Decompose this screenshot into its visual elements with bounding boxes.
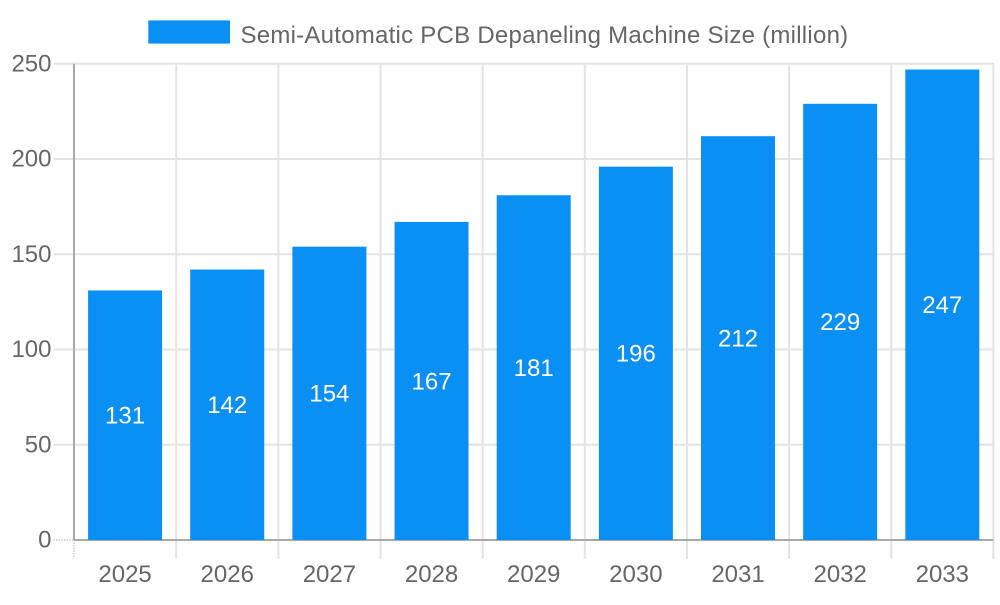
svg-text:167: 167 [412,368,452,395]
svg-text:212: 212 [718,325,758,352]
svg-text:229: 229 [820,309,860,336]
svg-text:Semi-Automatic PCB Depaneling: Semi-Automatic PCB Depaneling Machine Si… [241,22,849,49]
svg-text:250: 250 [11,50,51,77]
svg-text:247: 247 [922,292,962,319]
svg-text:154: 154 [309,381,349,408]
svg-text:100: 100 [11,336,51,363]
svg-text:2027: 2027 [303,561,356,588]
svg-text:200: 200 [11,146,51,173]
svg-text:150: 150 [11,241,51,268]
svg-text:2029: 2029 [507,561,560,588]
svg-text:2026: 2026 [201,561,254,588]
svg-text:2025: 2025 [98,561,151,588]
svg-text:142: 142 [207,392,247,419]
svg-text:2031: 2031 [711,561,764,588]
svg-text:50: 50 [25,431,52,458]
svg-text:2030: 2030 [609,561,662,588]
svg-text:196: 196 [616,341,656,368]
svg-text:2028: 2028 [405,561,458,588]
svg-text:2033: 2033 [916,561,969,588]
svg-text:181: 181 [514,355,554,382]
svg-text:131: 131 [105,403,145,430]
svg-text:0: 0 [38,527,51,554]
svg-text:2032: 2032 [813,561,866,588]
